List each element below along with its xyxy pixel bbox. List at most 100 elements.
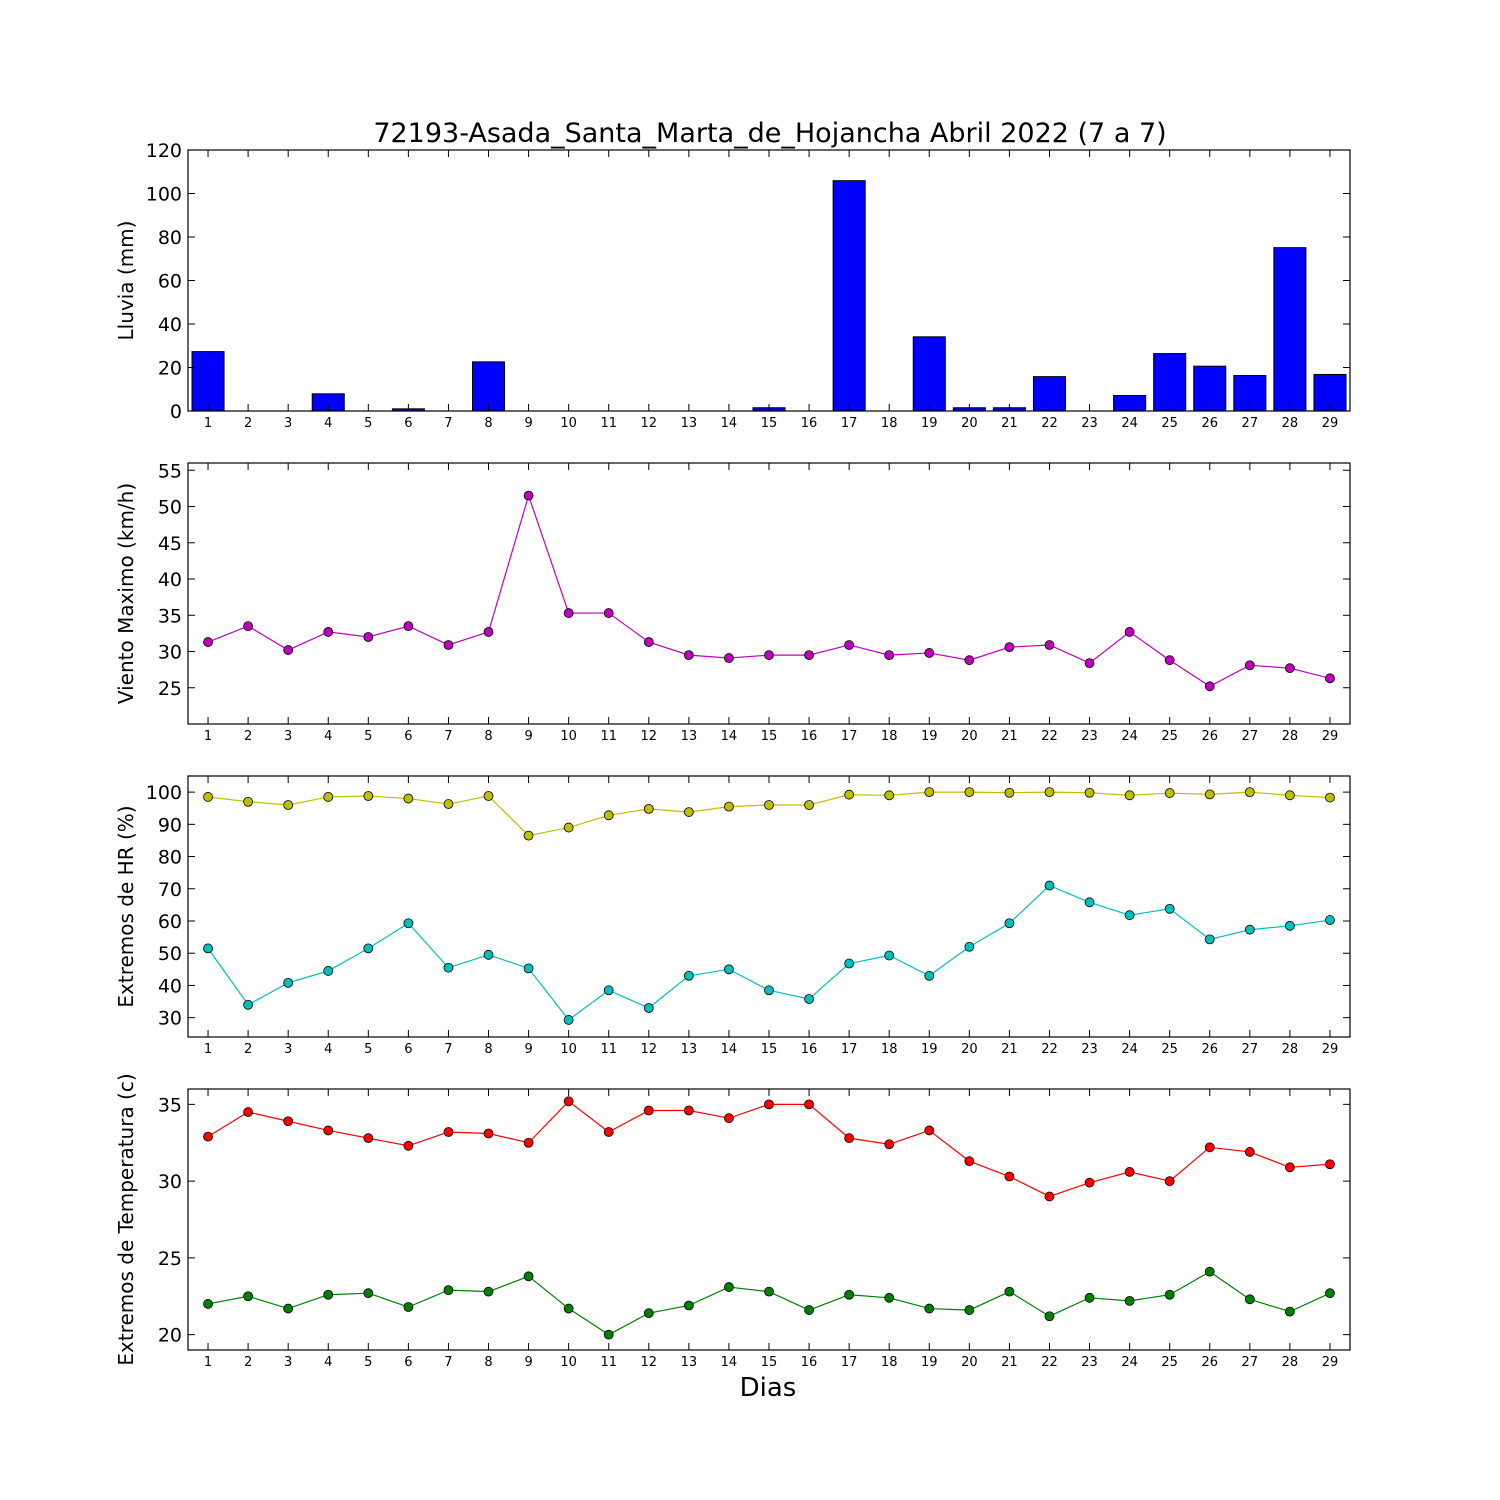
temperature-xtick-label: 12: [641, 1355, 658, 1370]
rain-xtick-label: 27: [1242, 416, 1259, 431]
temperature-series-2-point-day-25: [1164, 1289, 1175, 1300]
temperature-xtick-label: 11: [600, 1355, 617, 1370]
humidity-xtick-label: 19: [921, 1042, 938, 1057]
temperature-series-2-point-day-4: [323, 1289, 334, 1300]
rain-xtick-label: 10: [560, 416, 577, 431]
temperature-series-1-point-day-24: [1124, 1167, 1135, 1177]
temperature-series-2-point-day-10: [563, 1303, 574, 1314]
temperature-series-1-point-day-2: [243, 1107, 254, 1117]
rain-bar-day-8: [471, 361, 506, 412]
temperature-xtick-label: 27: [1242, 1355, 1259, 1370]
temperature-series-1-point-day-1: [203, 1131, 213, 1142]
humidity-series-2-point-day-28: [1284, 920, 1295, 931]
humidity-series-2-point-day-29: [1325, 915, 1335, 925]
humidity-series-1-point-day-3: [283, 800, 294, 810]
humidity-xtick-label: 8: [484, 1042, 492, 1057]
humidity-ytick-label: 100: [146, 782, 182, 804]
x-axis-label: Dias: [740, 1373, 797, 1403]
temperature-series-2-point-day-7: [443, 1285, 454, 1296]
humidity-series-2-point-day-18: [884, 950, 895, 961]
temperature-xtick-label: 7: [444, 1355, 452, 1370]
humidity-xtick-label: 6: [404, 1042, 412, 1057]
wind-series-1-point-day-4: [323, 627, 334, 637]
wind-series-1-point-day-11: [603, 608, 614, 618]
humidity-series-1-point-day-2: [243, 796, 254, 807]
humidity-xtick-label: 27: [1242, 1042, 1259, 1057]
rain-xtick-label: 15: [761, 416, 778, 431]
humidity-series-1-point-day-8: [483, 791, 494, 801]
rain-ytick-label: 80: [158, 227, 182, 249]
wind-series-1-point-day-20: [964, 655, 975, 666]
humidity-ytick-label: 50: [158, 943, 182, 965]
wind-xtick-label: 4: [324, 729, 332, 744]
temperature-series-2-point-day-16: [804, 1305, 814, 1315]
rain-ytick-label: 0: [170, 401, 182, 423]
humidity-series-1-point-day-25: [1164, 788, 1175, 798]
wind-xtick-label: 22: [1041, 729, 1058, 744]
wind-series-1-point-day-26: [1204, 681, 1215, 692]
wind-y-axis-label: Viento Maximo (km/h): [114, 483, 138, 704]
wind-series-1-point-day-7: [443, 640, 454, 650]
humidity-series-2-point-day-22: [1044, 880, 1055, 891]
humidity-series-2-point-day-16: [804, 994, 814, 1004]
humidity-series-1-point-day-23: [1084, 787, 1095, 798]
rain-bar-day-17: [832, 180, 866, 412]
temperature-series-1-point-day-22: [1044, 1191, 1055, 1202]
temperature-series-1-point-day-25: [1164, 1176, 1175, 1187]
rain-xtick-label: 14: [721, 416, 738, 431]
wind-xtick-label: 24: [1121, 729, 1138, 744]
humidity-xtick-label: 26: [1201, 1042, 1218, 1057]
rain-xtick-label: 16: [801, 416, 818, 431]
temperature-xtick-label: 18: [881, 1355, 898, 1370]
humidity-series-1-point-day-10: [563, 822, 574, 833]
humidity-xtick-label: 22: [1041, 1042, 1058, 1057]
humidity-series-1-point-day-5: [363, 791, 374, 801]
wind-xtick-label: 13: [681, 729, 698, 744]
humidity-axes-frame: [187, 775, 1351, 1038]
wind-xtick-label: 21: [1001, 729, 1018, 744]
humidity-series-1-line: [207, 791, 1330, 837]
humidity-xtick-label: 9: [524, 1042, 532, 1057]
wind-series-1-point-day-21: [1004, 642, 1015, 653]
humidity-xtick-label: 18: [881, 1042, 898, 1057]
temperature-xtick-label: 22: [1041, 1355, 1058, 1370]
temperature-series-1-point-day-4: [323, 1125, 334, 1136]
temperature-series-2-point-day-20: [964, 1305, 975, 1315]
humidity-series-2-point-day-13: [683, 970, 694, 981]
humidity-series-2-point-day-17: [844, 958, 855, 969]
rain-y-axis-label: Lluvia (mm): [114, 221, 138, 341]
temperature-xtick-label: 10: [560, 1355, 577, 1370]
wind-series-1-point-day-19: [924, 648, 935, 658]
wind-ytick-label: 50: [158, 497, 182, 519]
temperature-series-1-point-day-10: [563, 1096, 574, 1107]
temperature-xtick-label: 1: [204, 1355, 212, 1370]
humidity-xtick-label: 25: [1161, 1042, 1178, 1057]
wind-series-1-point-day-22: [1044, 640, 1055, 650]
humidity-series-1-point-day-22: [1044, 787, 1055, 798]
temperature-series-1-point-day-17: [844, 1133, 855, 1144]
wind-xtick-label: 17: [841, 729, 858, 744]
wind-xtick-label: 5: [364, 729, 372, 744]
temperature-series-2-point-day-14: [724, 1282, 734, 1292]
humidity-xtick-label: 17: [841, 1042, 858, 1057]
temperature-series-1-point-day-8: [483, 1128, 494, 1139]
humidity-ytick-label: 70: [158, 879, 182, 901]
wind-series-1-point-day-6: [403, 621, 414, 632]
wind-xtick-label: 15: [761, 729, 778, 744]
temperature-series-2-point-day-19: [924, 1303, 935, 1314]
temperature-series-2-point-day-13: [683, 1300, 694, 1311]
temperature-series-1-point-day-12: [643, 1105, 654, 1116]
temperature-xtick-label: 17: [841, 1355, 858, 1370]
wind-xtick-label: 9: [524, 729, 532, 744]
wind-xtick-label: 19: [921, 729, 938, 744]
temperature-xtick-label: 19: [921, 1355, 938, 1370]
rain-xtick-label: 25: [1161, 416, 1178, 431]
temperature-series-1-point-day-13: [683, 1105, 694, 1116]
humidity-series-2-line: [207, 884, 1331, 1021]
temperature-series-2-point-day-15: [764, 1286, 774, 1297]
temperature-xtick-label: 24: [1121, 1355, 1138, 1370]
temperature-xtick-label: 8: [484, 1355, 492, 1370]
